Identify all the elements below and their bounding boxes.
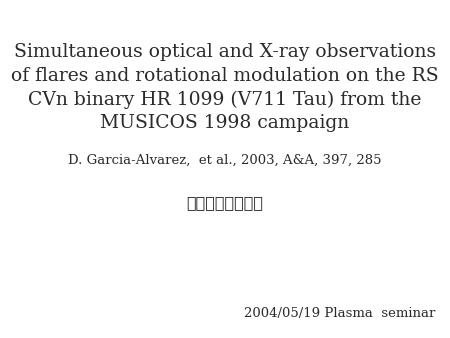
Text: 発表者：野上大作: 発表者：野上大作: [186, 195, 264, 211]
Text: D. Garcia-Alvarez,  et al., 2003, A&A, 397, 285: D. Garcia-Alvarez, et al., 2003, A&A, 39…: [68, 153, 382, 167]
Text: Simultaneous optical and X-ray observations
of flares and rotational modulation : Simultaneous optical and X-ray observati…: [11, 43, 439, 132]
Text: 2004/05/19 Plasma  seminar: 2004/05/19 Plasma seminar: [243, 307, 435, 320]
